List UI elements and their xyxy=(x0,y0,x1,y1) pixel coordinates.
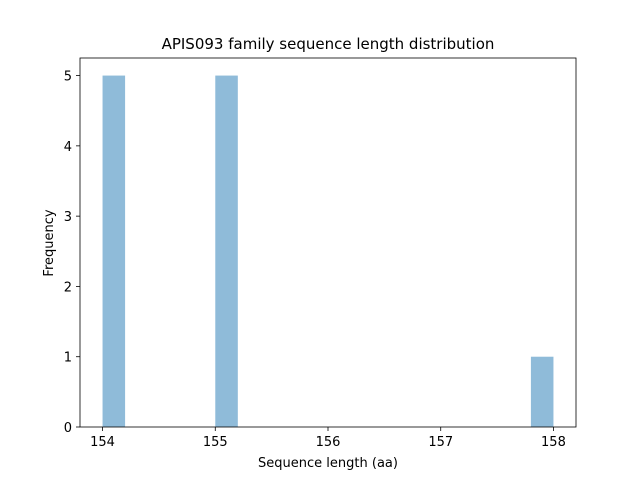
bar xyxy=(215,75,238,428)
y-tick-label: 5 xyxy=(64,70,72,85)
plot-frame xyxy=(79,57,577,428)
x-tick-label: 158 xyxy=(541,435,566,450)
y-tick-label: 4 xyxy=(64,140,72,155)
x-tick-label: 157 xyxy=(428,435,453,450)
y-tick-label: 2 xyxy=(64,280,72,295)
y-tick-label: 3 xyxy=(64,210,72,225)
bar xyxy=(530,356,554,427)
x-axis-label: Sequence length (aa) xyxy=(258,456,398,471)
y-tick-label: 0 xyxy=(64,421,72,436)
y-axis-label: Frequency xyxy=(42,209,57,276)
x-tick-label: 154 xyxy=(90,435,115,450)
y-tick-label: 1 xyxy=(64,351,72,366)
x-tick-label: 155 xyxy=(203,435,228,450)
x-tick-label: 156 xyxy=(316,435,341,450)
chart-title: APIS093 family sequence length distribut… xyxy=(162,35,495,53)
bar xyxy=(102,75,126,428)
